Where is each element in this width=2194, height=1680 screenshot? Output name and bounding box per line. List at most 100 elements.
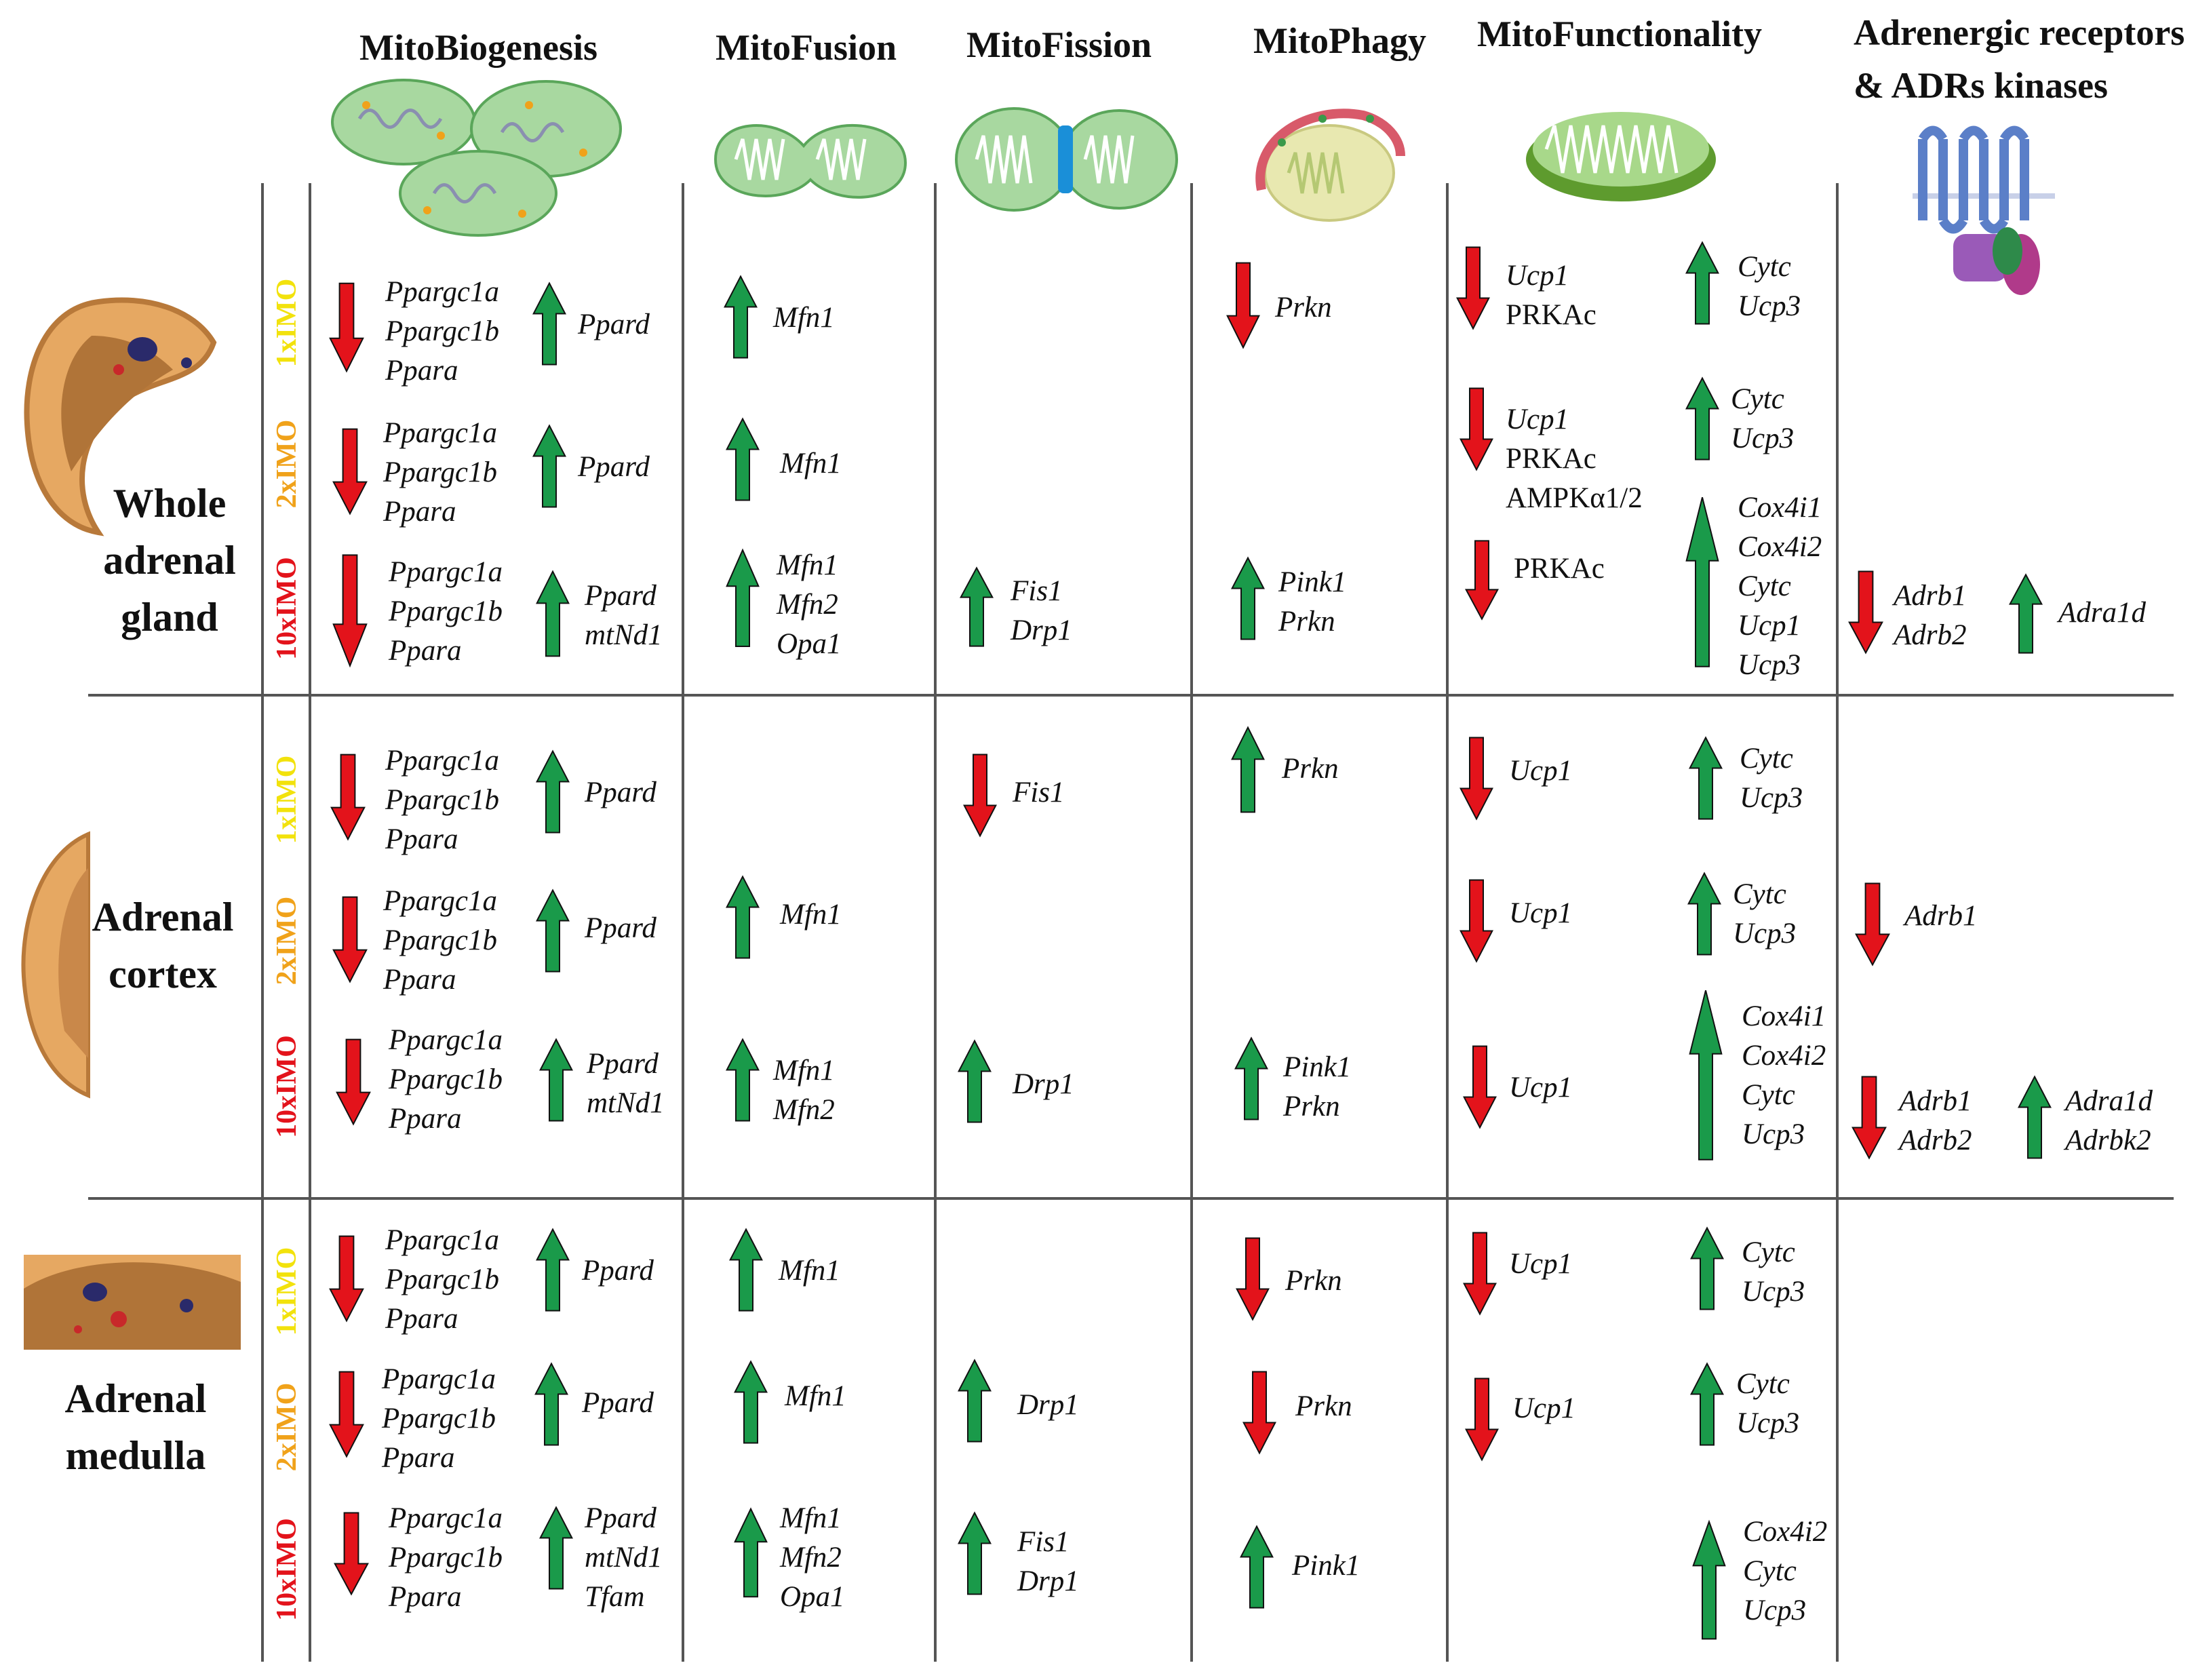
down-arrow-icon: [329, 281, 364, 373]
whole-adrenal-gland-icon: [24, 297, 217, 536]
gene-label: mtNd1: [587, 1087, 665, 1119]
gene-label: Cytc: [1742, 1079, 1795, 1111]
gene-list: Mfn1: [785, 1377, 846, 1416]
gene-list: Ucp1: [1512, 1389, 1575, 1428]
adrenal-medulla-icon: [24, 1255, 241, 1350]
header-phagy: MitoPhagy: [1253, 20, 1426, 61]
up-arrow-icon: [1231, 726, 1265, 814]
up-arrow-icon: [536, 570, 570, 658]
gene-label: Ucp3: [1743, 1595, 1807, 1626]
down-arrow-icon: [1236, 1236, 1270, 1321]
gene-list: Ppargc1a Ppargc1b Ppara: [385, 1221, 499, 1339]
header-functionality: MitoFunctionality: [1477, 14, 1762, 54]
grid-line: [1446, 183, 1449, 1662]
up-arrow-icon: [2009, 573, 2043, 655]
up-arrow-icon: [726, 875, 760, 960]
gene-list: Drp1: [1013, 1065, 1074, 1104]
gene-label: Mfn2: [777, 589, 838, 621]
gene-list: Cytc Ucp3: [1733, 875, 1796, 954]
gene-label: Ppara: [389, 1581, 462, 1613]
gene-label: PRKAc: [1514, 553, 1605, 585]
gene-list: Ucp1 PRKAc: [1506, 256, 1596, 335]
up-arrow-icon: [1685, 241, 1719, 326]
gene-list: Cox4i1 Cox4i2 Cytc Ucp1 Ucp3: [1738, 488, 1822, 685]
gene-list: Adra1d: [2058, 593, 2146, 633]
gene-list: Cox4i1 Cox4i2 Cytc Ucp3: [1742, 997, 1826, 1154]
gene-label: Ucp3: [1738, 649, 1801, 681]
gene-label: Ppargc1b: [389, 1063, 503, 1095]
gene-label: Ucp1: [1509, 1248, 1573, 1280]
gene-list: Adra1d Adrbk2: [2065, 1082, 2153, 1160]
gene-list: Mfn1 Mfn2 Opa1: [780, 1499, 845, 1617]
up-arrow-icon: [1689, 736, 1723, 821]
gene-list: Ppard: [585, 773, 657, 813]
gene-label: Drp1: [1017, 1389, 1079, 1421]
up-arrow-icon: [532, 424, 566, 509]
up-arrow-icon: [960, 566, 994, 648]
gene-list: Cytc Ucp3: [1738, 248, 1801, 326]
gene-list: Ppargc1a Ppargc1b Ppara: [385, 273, 499, 391]
down-arrow-icon: [1460, 878, 1493, 963]
gene-list: Prkn: [1282, 749, 1339, 789]
down-arrow-icon: [1463, 1231, 1497, 1316]
gene-label: Cytc: [1738, 251, 1791, 283]
up-arrow-icon: [1689, 987, 1723, 1163]
gene-label: Ppard: [585, 580, 657, 612]
gene-label: Pink1: [1283, 1051, 1352, 1083]
gene-label: Ppargc1b: [383, 456, 497, 488]
row-label-line: gland: [121, 595, 218, 640]
grid-line: [88, 694, 2174, 697]
down-arrow-icon: [1855, 882, 1890, 966]
gene-label: Adrb2: [1894, 619, 1967, 651]
gene-list: Ppard: [582, 1251, 654, 1291]
row-label-line: medulla: [65, 1433, 206, 1478]
down-arrow-icon: [1226, 261, 1260, 349]
gene-list: Prkn: [1295, 1387, 1352, 1426]
gene-label: Ucp1: [1506, 404, 1569, 435]
gene-label: Mfn1: [779, 1255, 840, 1287]
gene-label: Mfn1: [773, 1055, 835, 1087]
grid-line: [261, 183, 264, 1662]
gene-label: Opa1: [777, 628, 842, 660]
gene-label: Ppard: [582, 1387, 654, 1419]
gene-list: Mfn1 Mfn2: [773, 1051, 835, 1130]
gene-label: Fis1: [1013, 777, 1065, 808]
up-arrow-icon: [1231, 556, 1265, 641]
down-arrow-icon: [329, 1370, 364, 1458]
gene-label: mtNd1: [585, 619, 663, 651]
up-arrow-icon: [734, 1360, 768, 1445]
up-arrow-icon: [1685, 494, 1719, 670]
down-arrow-icon: [1242, 1370, 1276, 1455]
gene-label: Ppargc1b: [383, 924, 497, 956]
row-label-line: Adrenal: [64, 1376, 207, 1421]
gene-label: Ucp1: [1506, 260, 1569, 292]
gene-list: Ppard mtNd1 Tfam: [585, 1499, 663, 1617]
up-arrow-icon: [958, 1359, 992, 1443]
gene-list: Mfn1: [773, 298, 835, 338]
gene-label: Cytc: [1740, 743, 1793, 775]
gene-list: Pink1 Prkn: [1283, 1048, 1351, 1127]
gene-list: Adrb1 Adrb2: [1894, 577, 1967, 655]
mitophagy-icon: [1255, 109, 1405, 222]
gene-label: Ppara: [383, 964, 456, 996]
grid-line: [682, 183, 684, 1662]
grid-line: [88, 1197, 2174, 1200]
gene-label: Fis1: [1011, 575, 1063, 607]
mito-fusion-icon: [713, 124, 907, 199]
imo-label-10x: 10xIMO: [271, 1518, 302, 1621]
gene-label: Ucp3: [1731, 423, 1795, 454]
up-arrow-icon: [734, 1507, 768, 1599]
gene-label: Cox4i1: [1738, 492, 1822, 524]
gene-label: Ppard: [585, 1502, 657, 1534]
gene-label: Ppargc1a: [382, 1363, 496, 1395]
gene-list: Ppargc1a Ppargc1b Ppara: [383, 414, 497, 532]
up-arrow-icon: [532, 281, 566, 366]
gene-label: Drp1: [1013, 1068, 1074, 1100]
up-arrow-icon: [539, 1506, 573, 1590]
imo-label-10x: 10xIMO: [271, 1035, 302, 1138]
imo-label-2x: 2xIMO: [271, 1382, 302, 1472]
gene-list: Ppard: [582, 1384, 654, 1423]
up-arrow-icon: [536, 1228, 570, 1312]
imo-label-10x: 10xIMO: [271, 557, 302, 660]
up-arrow-icon: [726, 417, 760, 502]
